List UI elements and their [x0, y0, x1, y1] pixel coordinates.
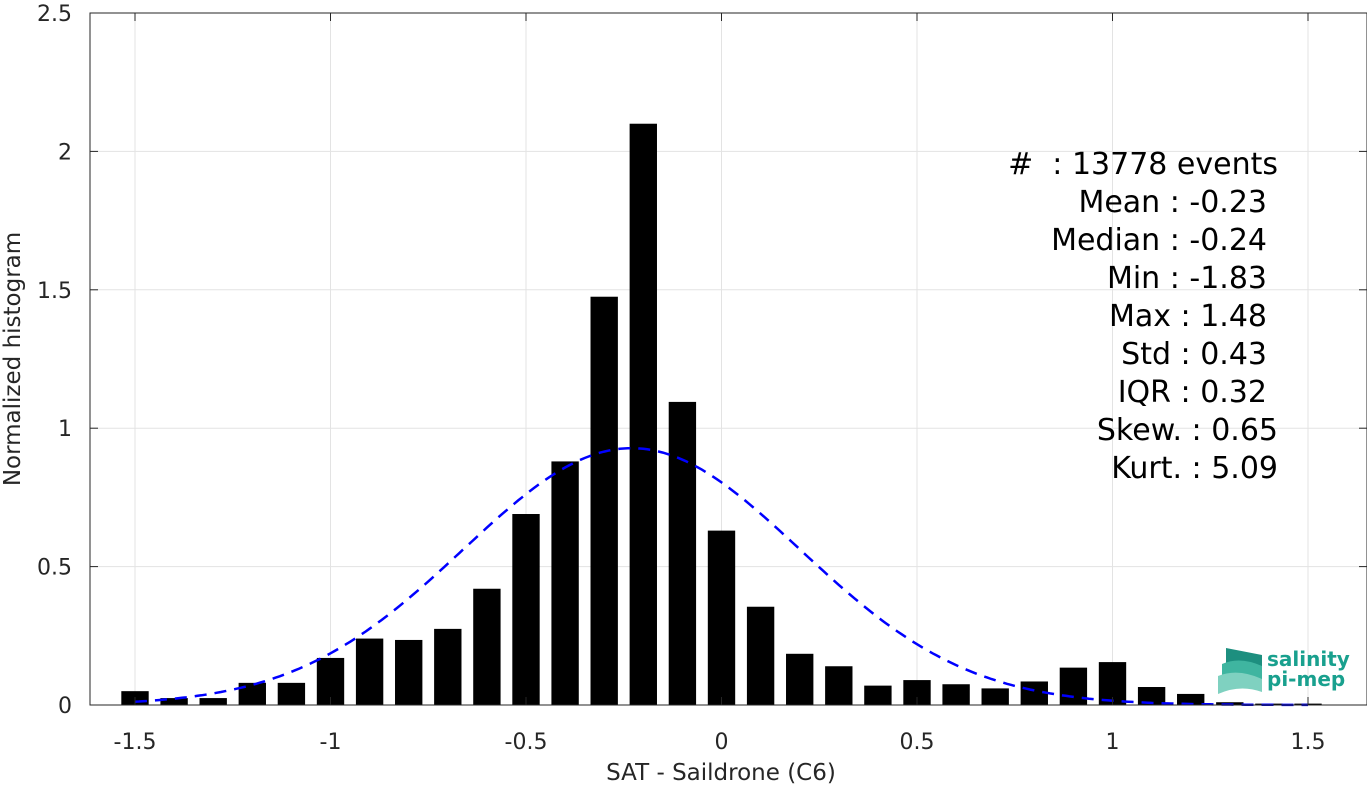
stat-line: Skew. : 0.65	[1097, 413, 1278, 448]
y-tick-label: 0	[58, 694, 72, 719]
x-tick-label: -1	[320, 730, 342, 755]
stat-line: Kurt. : 5.09	[1111, 451, 1278, 486]
y-axis-title: Normalized histogram	[0, 232, 26, 486]
histogram-bar	[199, 698, 227, 705]
x-tick-label: 0.5	[900, 730, 935, 755]
stat-line: Median : -0.24	[1051, 223, 1267, 258]
x-axis-title: SAT - Saildrone (C6)	[606, 760, 836, 785]
x-tick-label: 1.5	[1291, 730, 1326, 755]
stat-line: Std : 0.43	[1121, 337, 1267, 372]
histogram-bar	[512, 514, 540, 705]
plot-box	[89, 12, 1367, 706]
stat-line: Mean : -0.23	[1078, 185, 1267, 220]
y-tick-label: 2	[58, 140, 72, 165]
y-tick-label: 1.5	[37, 279, 72, 304]
y-axis-ticks: 0 0.5 1 1.5 2 2.5	[37, 2, 1367, 719]
histogram-bar	[629, 123, 657, 706]
x-tick-label: 1	[1106, 730, 1120, 755]
histogram-bar	[434, 628, 462, 705]
histogram-bars	[121, 123, 1322, 706]
histogram-bar	[1059, 667, 1088, 705]
histogram-bar	[981, 688, 1009, 705]
stat-line: # : 13778 events	[1008, 147, 1278, 182]
y-tick-label: 1	[58, 417, 72, 442]
histogram-bar	[395, 639, 423, 705]
histogram-bar	[355, 638, 384, 705]
histogram-bar	[707, 530, 736, 705]
histogram-bar	[238, 682, 266, 705]
axes	[89, 12, 1367, 706]
histogram-bar	[1137, 687, 1166, 705]
wave-logo-icon	[1218, 648, 1262, 694]
x-tick-label: 0	[715, 730, 729, 755]
stat-line: IQR : 0.32	[1118, 375, 1267, 410]
histogram-bar	[668, 401, 697, 705]
stat-line: Min : -1.83	[1107, 261, 1267, 296]
salinity-pi-mep-logo: salinity pi-mep	[1218, 647, 1350, 694]
x-axis-ticks: -1.5 -1 -0.5 0 0.5 1 1.5	[114, 13, 1326, 755]
histogram-bar	[590, 296, 618, 705]
histogram-bar	[786, 653, 814, 705]
histogram-bar	[160, 698, 188, 705]
histogram-bar	[551, 461, 579, 705]
histogram-bar	[942, 684, 970, 705]
histogram-bar	[1177, 693, 1205, 705]
logo-text-salinity: salinity	[1267, 647, 1350, 671]
histogram-bar	[864, 685, 892, 705]
x-tick-label: -1.5	[114, 730, 157, 755]
x-tick-label: -0.5	[505, 730, 548, 755]
y-tick-label: 2.5	[37, 2, 72, 27]
y-tick-label: 0.5	[37, 556, 72, 581]
histogram-bar	[473, 588, 501, 705]
stat-line: Max : 1.48	[1109, 299, 1267, 334]
histogram-bar	[277, 682, 306, 705]
histogram-bar	[825, 666, 853, 705]
histogram-bar	[746, 606, 775, 705]
logo-text-pi-mep: pi-mep	[1267, 667, 1345, 691]
histogram-bar	[1020, 681, 1048, 705]
